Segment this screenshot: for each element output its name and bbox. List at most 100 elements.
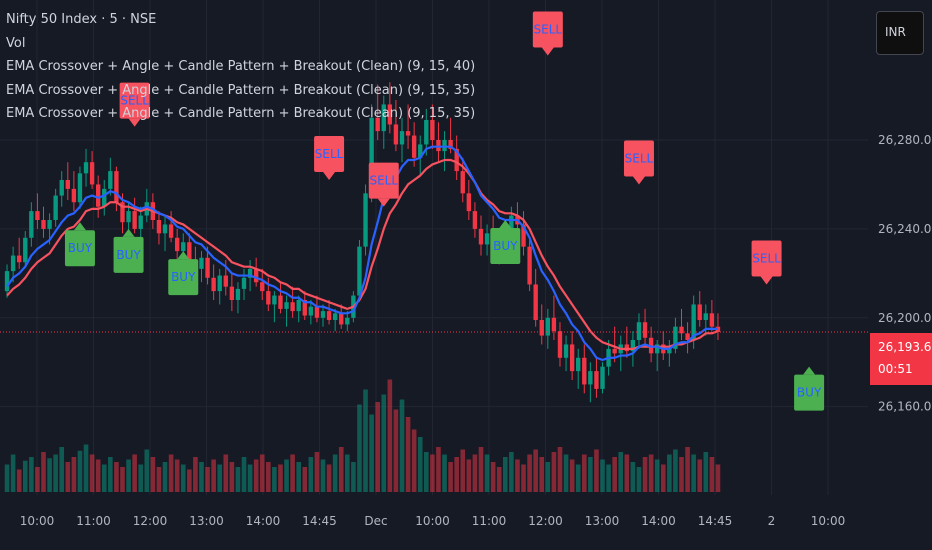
candle-body [436, 140, 441, 152]
volume-bar [478, 447, 484, 492]
x-tick-label: 11:00 [472, 514, 507, 528]
volume-bar [278, 464, 283, 492]
volume-bar [411, 429, 417, 492]
candle-body [667, 348, 672, 354]
volume-bar [697, 459, 703, 492]
indicator-volume[interactable]: Vol [6, 35, 26, 51]
volume-bar [247, 464, 253, 492]
volume-bar [10, 454, 16, 492]
currency-button[interactable]: INR [876, 11, 924, 55]
candle-body [10, 255, 16, 272]
candle-body [53, 195, 58, 220]
volume-bar [515, 459, 520, 492]
volume-bar [174, 459, 180, 492]
buy-signal-box [113, 236, 144, 273]
volume-bar [709, 457, 715, 492]
candle-body [466, 193, 472, 212]
chart-legend: Nifty 50 Index · 5 · NSE Vol EMA Crossov… [6, 12, 476, 126]
volume-bar [345, 454, 350, 492]
candle-body [253, 268, 259, 283]
candle-body [448, 140, 453, 149]
candle-body [430, 120, 435, 140]
candle-body [569, 344, 575, 372]
volume-bar [673, 449, 678, 492]
volume-bar [144, 449, 150, 492]
indicator-ema-1[interactable]: EMA Crossover + Angle + Candle Pattern +… [6, 59, 476, 74]
candle-body [655, 344, 660, 354]
volume-bar [685, 447, 690, 492]
volume-bar [381, 394, 387, 492]
candle-body [47, 220, 52, 229]
buy-signal-label: BUY [171, 270, 196, 284]
candle-body [527, 246, 532, 285]
candle-body [332, 313, 338, 320]
candle-body [308, 306, 314, 316]
indicator-ema-2[interactable]: EMA Crossover + Angle + Candle Pattern +… [6, 82, 476, 98]
candle-body [17, 255, 22, 263]
volume-bar [448, 462, 453, 492]
candle-body [241, 277, 247, 289]
indicator-ema-3[interactable]: EMA Crossover + Angle + Candle Pattern +… [6, 106, 476, 121]
volume-bar [193, 457, 198, 492]
volume-bar [95, 459, 101, 492]
candle-body [363, 193, 368, 247]
candle-body [266, 291, 271, 305]
candle-body [460, 171, 465, 194]
candle-body [284, 302, 289, 309]
candle-body [509, 215, 514, 234]
x-tick-label: 12:00 [528, 514, 563, 528]
volume-bar [253, 459, 259, 492]
volume-bar [618, 452, 624, 492]
volume-bar [156, 467, 162, 492]
candle-body [77, 173, 83, 203]
volume-bar [715, 464, 721, 492]
volume-bar [679, 457, 684, 492]
candle-body [624, 344, 630, 352]
ema-fast-line [6, 145, 718, 362]
volume-bar [223, 454, 229, 492]
volume-bar [357, 404, 362, 492]
sell-signal-label: SELL [120, 94, 149, 108]
candle-body [290, 302, 295, 312]
volume-bar [642, 457, 648, 492]
volume-bar [126, 459, 131, 492]
volume-bar [47, 458, 52, 492]
candle-body [247, 268, 253, 278]
sell-signal-pointer [128, 118, 141, 127]
buy-signal-label: BUY [116, 248, 141, 262]
buy-signal-box [490, 228, 521, 264]
symbol-title[interactable]: Nifty 50 Index · 5 · NSE [6, 12, 157, 27]
candle-body [387, 104, 393, 125]
y-tick-label: 26,240.00 [878, 222, 932, 236]
volume-bar [138, 464, 144, 492]
sell-signal-box [623, 140, 654, 177]
volume-bar [490, 462, 496, 492]
candle-body [630, 340, 636, 352]
candle-body [83, 162, 89, 174]
volume-bar [363, 389, 368, 492]
volume-bar [496, 467, 502, 492]
y-tick-label: 26,160.00 [878, 400, 932, 414]
volume-bar [53, 454, 58, 492]
volume-bar [691, 454, 696, 492]
candle-body [424, 120, 429, 145]
volume-bar [575, 464, 581, 492]
volume-bar [35, 467, 40, 492]
volume-bar [296, 462, 302, 492]
volume-bar [569, 459, 575, 492]
volume-bar [423, 452, 429, 492]
volume-bar [308, 457, 314, 492]
volume-bar [466, 459, 472, 492]
volume-bar [266, 462, 271, 492]
volume-bar [259, 454, 265, 492]
volume-bar [417, 437, 423, 492]
candle-body [71, 188, 77, 203]
volume-bar [338, 447, 344, 492]
volume-bar [369, 414, 374, 492]
volume-bar [205, 467, 210, 492]
sell-signal-box [532, 11, 563, 48]
candle-body [320, 311, 326, 318]
buy-signal-box [64, 230, 95, 267]
